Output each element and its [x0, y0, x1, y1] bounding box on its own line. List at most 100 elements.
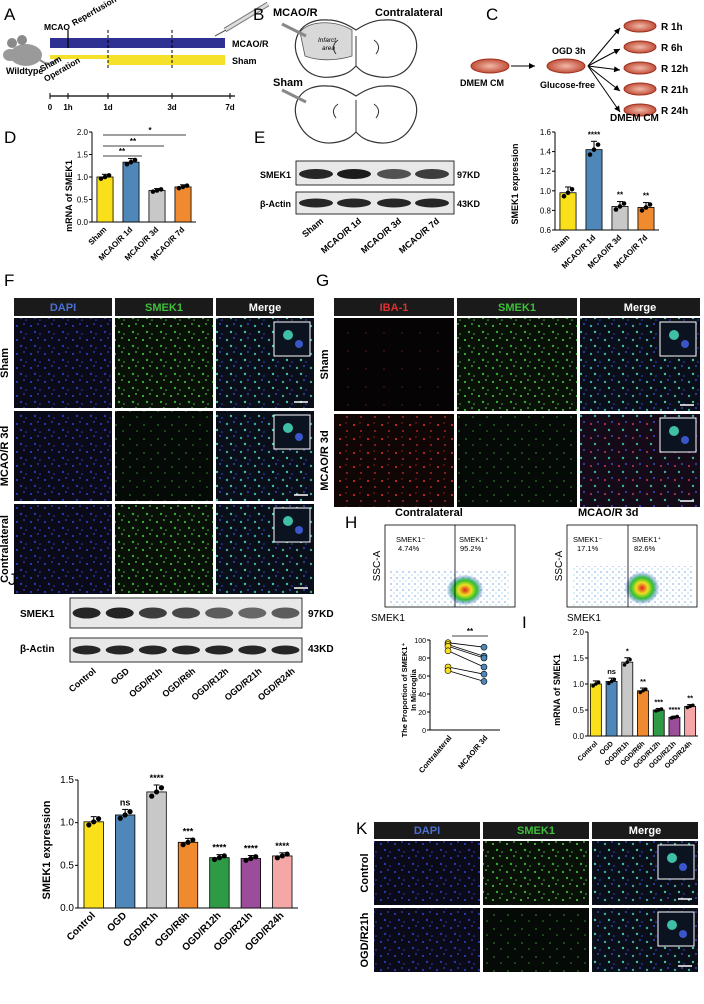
brain-section-sham: [294, 85, 418, 144]
sig-star: ***: [183, 826, 194, 836]
data-point: [149, 793, 155, 799]
sham-timeline-bar: [108, 55, 225, 65]
infarct-label-2: area: [322, 45, 335, 52]
paired-ylabel-1: The Proportion of SMEK1⁺: [400, 643, 409, 738]
data-point: [628, 657, 632, 662]
blot-band: [238, 645, 267, 655]
bar: [621, 661, 634, 737]
dmem-bottom-label: DMEM CM: [610, 113, 659, 124]
blot-band: [415, 198, 449, 208]
sham-timeline-bar-thin: [50, 55, 108, 59]
micrograph-tile: [115, 411, 213, 501]
bar: [148, 190, 166, 223]
data-point: [184, 183, 190, 188]
blot-band: [377, 169, 411, 179]
zoom-inset: [659, 417, 697, 453]
data-point: [569, 187, 575, 192]
row-sham-label: Sham: [232, 56, 257, 66]
gate-neg-pct: 4.74%: [398, 544, 420, 553]
mouse-label: Wildtype: [6, 66, 43, 76]
sig-star: **: [130, 137, 137, 146]
sig-star: **: [643, 192, 650, 201]
data-point: [284, 851, 290, 857]
output-label: R 1h: [661, 22, 683, 33]
flow-y-axis-right: SSC-A: [554, 550, 565, 581]
panel-letter-d: D: [4, 128, 16, 147]
row-label: OGD/R21h: [359, 912, 371, 967]
gate-neg-pct: 17.1%: [577, 544, 599, 553]
micrograph-tile: [457, 318, 577, 411]
data-point: [607, 681, 611, 686]
data-point: [86, 822, 92, 828]
data-point: [613, 207, 619, 212]
sig-star: ****: [212, 843, 227, 853]
mouse-icon: [3, 35, 59, 66]
sig-star: ****: [244, 844, 259, 854]
data-point: [444, 667, 452, 674]
data-point: [154, 188, 160, 193]
y-tick-label: 20: [418, 710, 426, 717]
blot-e-kd-43: 43KD: [457, 199, 481, 209]
y-tick-label: 0.5: [77, 196, 89, 205]
blot-e-actin: [295, 191, 455, 215]
bar: [585, 149, 603, 231]
x-tick-label: Sham: [87, 225, 109, 247]
row-label: Contralateral: [0, 515, 11, 583]
zoom-inset: [273, 321, 311, 357]
arrow: [587, 65, 621, 92]
column-header: [374, 822, 480, 839]
time-tick-label: 7d: [225, 103, 234, 112]
micrograph-tile: [374, 841, 480, 905]
lane-label: MCAO/R 7d: [397, 216, 441, 255]
bar: [668, 716, 681, 737]
data-point: [621, 201, 627, 206]
micrograph-tile: [374, 908, 480, 972]
paired-line: [447, 645, 485, 659]
gate-pos-label: SMEK1⁺: [632, 535, 661, 544]
micrograph-tile: [334, 414, 454, 507]
output-label: R 12h: [661, 64, 688, 75]
data-point: [612, 677, 617, 682]
y-tick-label: 0: [422, 728, 426, 735]
panel-b: B MCAO/R Contralateral Infarct area Sham: [253, 5, 443, 144]
bar: [605, 681, 618, 737]
blot-band: [205, 645, 234, 655]
data-point: [596, 680, 601, 684]
panel-a: A Wildtype MCAO Reperfusion Sham Operati…: [3, 0, 270, 112]
column-header: [14, 298, 112, 316]
sig-star: ****: [150, 773, 165, 783]
blot-band: [138, 645, 167, 655]
probe-icon: [281, 22, 307, 38]
glucose-free-label: Glucose-free: [540, 80, 595, 90]
dish-icon: [470, 58, 510, 74]
data-point: [127, 809, 133, 815]
output-label: R 21h: [661, 85, 688, 96]
panel-c: C DMEM CM OGD 3h Glucose-free R 1hR 6hR …: [460, 5, 688, 124]
micrograph-grid-g: IBA-1 SMEK1 Merge Sham MCAO/R 3d: [319, 298, 700, 507]
sig-star: ****: [669, 705, 681, 714]
blot-band: [337, 198, 371, 208]
data-point: [643, 687, 648, 691]
bar: [637, 690, 649, 737]
data-point: [444, 647, 452, 655]
cell-marker: [295, 340, 303, 348]
data-point: [480, 678, 488, 685]
arrow: [587, 27, 621, 67]
gate-pos-pct: 82.6%: [634, 544, 656, 553]
y-tick-label: 60: [418, 674, 426, 681]
blot-band: [172, 645, 200, 655]
chart-j: 0.00.51.01.5ControlnsOGD****OGD/R1h***OG…: [60, 773, 298, 953]
bar: [209, 857, 230, 909]
blot-j-bands: [72, 607, 300, 655]
data-point: [274, 855, 281, 861]
cell-marker: [283, 330, 293, 340]
bar: [96, 176, 114, 223]
chart-i-ylabel: mRNA of SMEK1: [552, 654, 562, 726]
panel-letter-e: E: [254, 128, 265, 147]
micrograph-tile: [457, 414, 577, 507]
y-tick-label: 1.5: [573, 654, 585, 663]
data-point: [221, 853, 227, 859]
chart-h-paired: 0 20 40 60 80 100 Contralateral MCAO/R 3d: [414, 638, 500, 775]
